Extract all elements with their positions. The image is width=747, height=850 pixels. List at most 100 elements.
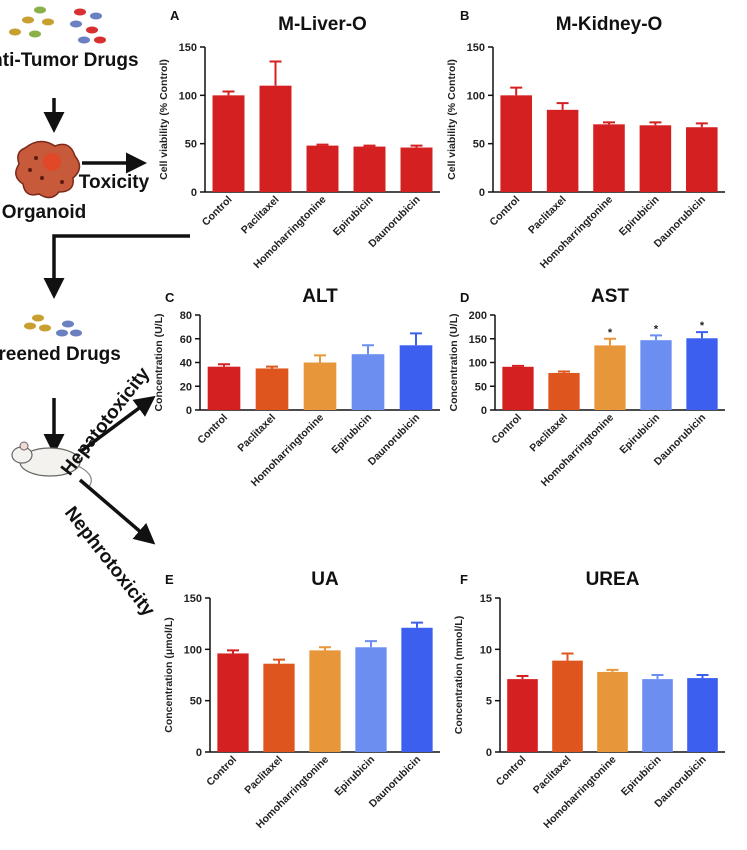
label: Screened Drugs (0, 344, 121, 365)
x-tick-label: Paclitaxel (242, 754, 285, 797)
y-tick-label: 0 (481, 405, 487, 417)
bar (594, 345, 626, 410)
error-bar (650, 334, 662, 341)
bar (399, 345, 433, 410)
bar (263, 663, 295, 752)
error-bar (649, 121, 662, 126)
x-tick-label: Paclitaxel (235, 412, 278, 455)
y-tick-label: 50 (475, 381, 487, 393)
y-tick-label: 0 (186, 405, 192, 417)
error-bar (651, 674, 664, 680)
error-bar (556, 102, 569, 110)
arrow (43, 234, 190, 299)
y-tick-label: 100 (184, 644, 202, 656)
panel-letter: F (460, 572, 468, 587)
y-tick-label: 50 (185, 139, 197, 151)
y-tick-label: 80 (180, 310, 192, 322)
error-bar (314, 354, 326, 363)
y-axis-label: Cell viability (% Control) (158, 59, 170, 180)
screened-pills (24, 314, 82, 337)
y-tick-label: 150 (469, 334, 487, 346)
error-bar (266, 365, 278, 369)
drug-pills (9, 6, 106, 44)
chart-title: M-Liver-O (278, 14, 367, 35)
y-tick-label: 15 (480, 593, 492, 605)
error-bar (222, 90, 235, 96)
error-bar (273, 658, 285, 664)
error-bar (410, 144, 423, 148)
y-tick-label: 100 (469, 358, 487, 370)
bar (686, 338, 718, 410)
bar (687, 678, 718, 752)
x-tick-label: Epirubicin (617, 194, 662, 239)
bar (351, 354, 385, 410)
y-axis-label: Cell viability (% Control) (446, 59, 458, 180)
y-tick-label: 0 (486, 747, 492, 759)
y-tick-label: 50 (190, 696, 202, 708)
y-axis-label: Concentration (U/L) (153, 314, 165, 412)
error-bar (218, 363, 230, 367)
bar (502, 366, 534, 410)
error-bar (319, 646, 331, 651)
bar (303, 362, 337, 410)
x-tick-label: Paclitaxel (239, 194, 282, 237)
error-bar (606, 668, 619, 672)
error-bar (516, 675, 529, 680)
error-bar (696, 674, 709, 679)
x-tick-label: Control (494, 754, 529, 789)
x-tick-label: Epirubicin (619, 754, 664, 799)
label: Hepatotoxicity (57, 363, 154, 479)
bar (353, 146, 386, 192)
bar (686, 127, 718, 192)
error-bar (603, 121, 615, 125)
panel-letter: E (165, 572, 174, 587)
bar (217, 653, 249, 752)
bar (546, 109, 579, 192)
error-bar (362, 344, 374, 355)
label: Anti-Tumor Drugs (0, 50, 139, 71)
y-axis-label: Concentration (U/L) (448, 314, 460, 412)
significance-mark: * (608, 327, 613, 339)
error-bar (410, 332, 422, 346)
bar (400, 147, 433, 192)
label: Toxicity (79, 172, 150, 193)
error-bar (604, 337, 616, 346)
chart-title: UA (311, 569, 339, 590)
arrow (78, 478, 156, 545)
y-tick-label: 0 (191, 187, 197, 199)
significance-mark: * (700, 320, 705, 332)
error-bar (411, 621, 423, 628)
x-tick-label: Control (487, 194, 522, 229)
chart-title: UREA (586, 569, 640, 590)
x-tick-label: Control (204, 754, 239, 789)
x-tick-label: Paclitaxel (531, 754, 574, 797)
panel-letter: B (460, 8, 469, 23)
bar (401, 627, 433, 752)
label: Organoid (2, 202, 86, 223)
bar (306, 145, 339, 192)
y-tick-label: 150 (179, 42, 197, 54)
x-tick-label: Control (200, 194, 235, 229)
panel-letter: A (170, 8, 180, 23)
y-tick-label: 20 (180, 381, 192, 393)
bar (548, 372, 580, 410)
y-tick-label: 50 (473, 139, 485, 151)
error-bar (365, 640, 377, 648)
x-tick-label: Daunorubicin (366, 412, 422, 468)
x-tick-label: Epirubicin (332, 754, 377, 799)
arrow (78, 395, 156, 454)
y-axis-label: Concentration (mmol/L) (453, 616, 465, 734)
y-tick-label: 200 (469, 310, 487, 322)
bar (212, 95, 245, 192)
error-bar (696, 331, 708, 339)
y-tick-label: 150 (467, 42, 485, 54)
bar (207, 366, 241, 410)
bar (639, 125, 672, 192)
x-tick-label: Control (489, 412, 524, 447)
significance-mark: * (654, 323, 659, 335)
x-tick-label: Epirubicin (329, 412, 374, 457)
y-tick-label: 0 (196, 747, 202, 759)
bar (507, 679, 538, 752)
y-tick-label: 5 (486, 696, 492, 708)
